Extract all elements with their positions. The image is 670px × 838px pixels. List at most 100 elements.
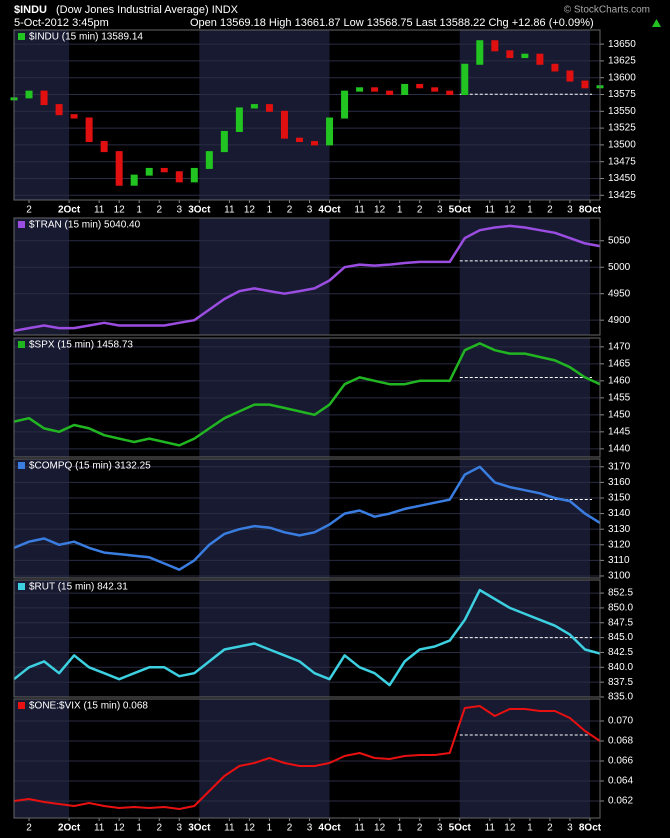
day-shade bbox=[14, 580, 70, 697]
x-tick-label: 4Oct bbox=[318, 205, 341, 216]
y-tick-label: 5000 bbox=[608, 262, 631, 273]
y-tick-label: 13525 bbox=[608, 123, 636, 134]
panel-frame bbox=[13, 579, 601, 698]
x-tick-label: 3 bbox=[177, 823, 183, 834]
day-shade bbox=[14, 218, 70, 335]
x-tick-label: 2 bbox=[26, 205, 32, 216]
day-shade bbox=[459, 580, 590, 697]
candle bbox=[461, 63, 469, 96]
y-tick-label: 1455 bbox=[608, 392, 631, 403]
candle bbox=[130, 174, 138, 186]
symbol: $INDU bbox=[14, 4, 47, 16]
x-tick-label: 12 bbox=[244, 823, 256, 834]
x-tick-label: 12 bbox=[374, 205, 386, 216]
panel-label: $RUT (15 min) 842.31 bbox=[29, 582, 128, 593]
candle bbox=[536, 53, 544, 65]
panel-frame bbox=[13, 29, 601, 201]
panel-label: $COMPQ (15 min) 3132.25 bbox=[29, 461, 151, 472]
series-line bbox=[13, 342, 601, 447]
x-tick-label: 2 bbox=[287, 823, 293, 834]
symbol-name: (Dow Jones Industrial Average) INDX bbox=[56, 4, 239, 16]
x-tick-label: 2 bbox=[26, 823, 32, 834]
candle bbox=[55, 104, 63, 116]
y-tick-label: 3110 bbox=[608, 555, 630, 566]
x-tick-label: 3 bbox=[307, 823, 313, 834]
y-tick-label: 0.062 bbox=[608, 796, 633, 807]
x-tick-label: 12 bbox=[374, 823, 386, 834]
y-tick-label: 4950 bbox=[608, 288, 631, 299]
y-tick-label: 4900 bbox=[608, 315, 631, 326]
x-tick-label: 11 bbox=[94, 823, 105, 834]
candle bbox=[341, 90, 349, 119]
y-tick-label: 837.5 bbox=[608, 677, 633, 688]
y-tick-label: 13625 bbox=[608, 56, 636, 67]
x-tick-label: 1 bbox=[397, 823, 403, 834]
candle bbox=[551, 63, 559, 72]
y-tick-label: 13425 bbox=[608, 190, 636, 201]
candle bbox=[506, 50, 514, 59]
y-tick-label: 13450 bbox=[608, 173, 636, 184]
day-shade bbox=[459, 218, 590, 335]
y-tick-label: 1465 bbox=[608, 358, 631, 369]
y-tick-label: 13500 bbox=[608, 140, 636, 151]
candle bbox=[371, 87, 379, 92]
y-tick-label: 3170 bbox=[608, 461, 631, 472]
x-tick-label: 3Oct bbox=[188, 205, 211, 216]
y-tick-label: 852.5 bbox=[608, 588, 633, 599]
x-tick-label: 3 bbox=[567, 823, 573, 834]
x-tick-label: 4Oct bbox=[318, 823, 341, 834]
x-tick-label: 3 bbox=[307, 205, 313, 216]
x-tick-label: 3 bbox=[177, 205, 183, 216]
legend-swatch bbox=[18, 221, 25, 228]
candle bbox=[115, 151, 123, 186]
candle bbox=[205, 151, 213, 169]
candle bbox=[431, 87, 439, 92]
y-tick-label: 835.0 bbox=[608, 692, 633, 703]
x-tick-label: 12 bbox=[114, 823, 126, 834]
day-shade bbox=[14, 699, 70, 818]
x-tick-label: 5Oct bbox=[449, 205, 472, 216]
legend-swatch bbox=[18, 583, 25, 590]
candle bbox=[220, 130, 228, 153]
day-shade bbox=[459, 699, 590, 818]
y-tick-label: 847.5 bbox=[608, 617, 633, 628]
day-shade bbox=[199, 580, 330, 697]
y-tick-label: 3160 bbox=[608, 477, 631, 488]
x-tick-label: 2Oct bbox=[58, 823, 81, 834]
candle bbox=[521, 53, 529, 59]
candle bbox=[311, 141, 319, 146]
candle bbox=[190, 167, 198, 183]
x-tick-label: 11 bbox=[485, 205, 496, 216]
candle bbox=[581, 80, 589, 89]
y-tick-label: 842.5 bbox=[608, 647, 633, 658]
x-tick-label: 1 bbox=[136, 205, 142, 216]
legend-swatch bbox=[18, 702, 25, 709]
x-tick-label: 1 bbox=[267, 205, 273, 216]
panel-label: $TRAN (15 min) 5040.40 bbox=[29, 220, 141, 231]
candle bbox=[40, 90, 48, 106]
y-tick-label: 3140 bbox=[608, 508, 631, 519]
y-tick-label: 13575 bbox=[608, 89, 636, 100]
day-shade bbox=[199, 699, 330, 818]
day-shade bbox=[459, 459, 590, 578]
y-tick-label: 1440 bbox=[608, 443, 631, 454]
x-tick-label: 11 bbox=[354, 823, 365, 834]
series-line bbox=[13, 465, 601, 571]
candle bbox=[356, 87, 364, 92]
x-tick-label: 11 bbox=[485, 823, 496, 834]
x-tick-label: 11 bbox=[94, 205, 105, 216]
y-tick-label: 840.0 bbox=[608, 662, 633, 673]
candle bbox=[566, 70, 574, 82]
y-tick-label: 1450 bbox=[608, 409, 631, 420]
y-tick-label: 13600 bbox=[608, 72, 636, 83]
panel-label: $INDU (15 min) 13589.14 bbox=[29, 32, 143, 43]
day-shade bbox=[199, 218, 330, 335]
y-tick-label: 3130 bbox=[608, 524, 631, 535]
x-tick-label: 8Oct bbox=[579, 823, 602, 834]
x-tick-label: 1 bbox=[527, 823, 533, 834]
y-tick-label: 850.0 bbox=[608, 603, 633, 614]
up-arrow bbox=[652, 19, 661, 27]
x-tick-label: 11 bbox=[354, 205, 365, 216]
y-tick-label: 0.064 bbox=[608, 776, 633, 787]
